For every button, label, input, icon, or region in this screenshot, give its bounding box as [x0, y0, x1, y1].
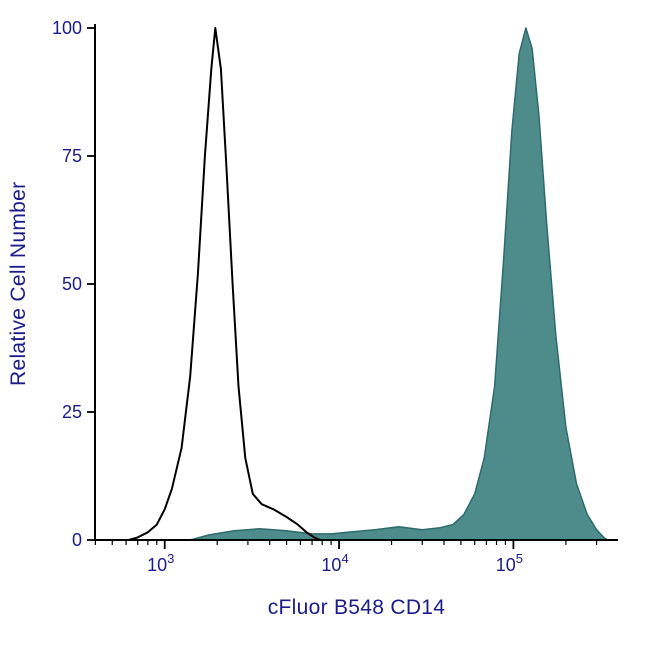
y-tick-label: 25	[62, 402, 82, 422]
y-tick-label: 100	[52, 18, 82, 38]
x-tick-label: 104	[321, 551, 348, 575]
x-tick-label: 103	[147, 551, 174, 575]
y-axis-label: Relative Cell Number	[7, 181, 30, 387]
y-ticks: 0 25 50 75 100	[52, 18, 95, 550]
y-tick-label: 75	[62, 146, 82, 166]
series-unstained-control-outline	[128, 27, 321, 541]
axes	[94, 24, 618, 541]
y-tick-label: 50	[62, 274, 82, 294]
x-minor-ticks	[94, 540, 598, 545]
y-tick-label: 0	[72, 530, 82, 550]
x-axis-label: cFluor B548 CD14	[267, 596, 446, 619]
series-cd14-stained-filled	[189, 27, 608, 541]
x-major-ticks: 103 104 105	[147, 540, 523, 575]
x-tick-label: 105	[496, 551, 523, 575]
